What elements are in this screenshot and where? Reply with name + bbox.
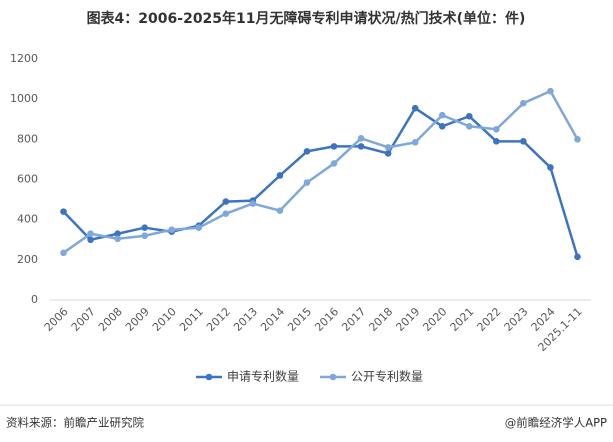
point bbox=[547, 164, 554, 171]
x-tick-label: 2006 bbox=[42, 305, 71, 334]
x-tick-label: 2021 bbox=[448, 305, 477, 334]
x-tick-label: 2012 bbox=[204, 305, 233, 334]
point bbox=[574, 136, 581, 143]
legend-label: 公开专利数量 bbox=[351, 369, 423, 384]
x-tick-label: 2022 bbox=[475, 305, 504, 334]
x-tick-label: 2020 bbox=[420, 305, 449, 334]
x-tick-label: 2016 bbox=[312, 305, 341, 334]
point bbox=[87, 230, 94, 238]
point bbox=[574, 253, 581, 261]
legend-marker bbox=[205, 373, 213, 381]
legend-label: 申请专利数量 bbox=[227, 369, 299, 384]
point bbox=[493, 138, 500, 145]
point bbox=[222, 210, 230, 217]
point bbox=[114, 235, 121, 243]
x-tick-label: 2009 bbox=[123, 305, 152, 334]
series-line bbox=[62, 89, 579, 254]
point bbox=[520, 138, 527, 145]
x-tick-label: 2007 bbox=[69, 305, 98, 334]
point bbox=[520, 99, 527, 107]
source: 资料来源：前瞻产业研究院 bbox=[6, 416, 144, 430]
point bbox=[357, 143, 365, 150]
point bbox=[114, 230, 121, 238]
point bbox=[330, 160, 338, 167]
chart-title: 图表4：2006-2025年11月无障碍专利申请状况/热门技术(单位：件) bbox=[87, 10, 526, 27]
point bbox=[276, 207, 284, 214]
point bbox=[411, 104, 419, 112]
point bbox=[168, 226, 176, 234]
y-tick-label: 600 bbox=[17, 173, 38, 186]
y-tick-label: 200 bbox=[17, 253, 38, 266]
x-tick-label: 2013 bbox=[231, 305, 260, 334]
credit: @前瞻经济学人APP bbox=[505, 416, 607, 430]
point bbox=[547, 87, 554, 95]
point bbox=[438, 111, 446, 119]
point bbox=[222, 198, 230, 205]
x-tick-label: 2015 bbox=[285, 305, 314, 334]
point bbox=[60, 249, 67, 257]
point bbox=[249, 200, 257, 207]
y-tick-label: 800 bbox=[17, 132, 38, 145]
point bbox=[276, 172, 284, 179]
point bbox=[303, 148, 311, 155]
point bbox=[357, 135, 365, 142]
x-tick-label: 2019 bbox=[393, 305, 422, 334]
point bbox=[141, 232, 148, 240]
x-tick-label: 2008 bbox=[96, 305, 125, 334]
x-tick-label: 2010 bbox=[150, 305, 179, 334]
y-tick-label: 1000 bbox=[10, 92, 38, 105]
x-tick-label: 2011 bbox=[177, 305, 206, 334]
point bbox=[195, 224, 203, 231]
point bbox=[493, 125, 500, 133]
legend-marker bbox=[329, 373, 337, 381]
x-tick-label: 2014 bbox=[258, 305, 287, 334]
point bbox=[438, 122, 446, 130]
y-tick-label: 1200 bbox=[10, 52, 38, 65]
point bbox=[303, 179, 311, 186]
point bbox=[384, 150, 392, 157]
point bbox=[465, 122, 473, 130]
point bbox=[141, 224, 148, 231]
y-tick-label: 400 bbox=[17, 213, 38, 226]
x-tick-label: 2017 bbox=[339, 305, 368, 334]
y-tick-label: 0 bbox=[31, 293, 38, 306]
point bbox=[60, 208, 67, 215]
point bbox=[330, 143, 338, 150]
point bbox=[411, 139, 419, 146]
x-tick-label: 2023 bbox=[502, 305, 531, 334]
series-line bbox=[62, 106, 579, 258]
point bbox=[465, 112, 473, 120]
x-tick-label: 2018 bbox=[366, 305, 395, 334]
point bbox=[87, 236, 94, 244]
point bbox=[384, 144, 392, 151]
